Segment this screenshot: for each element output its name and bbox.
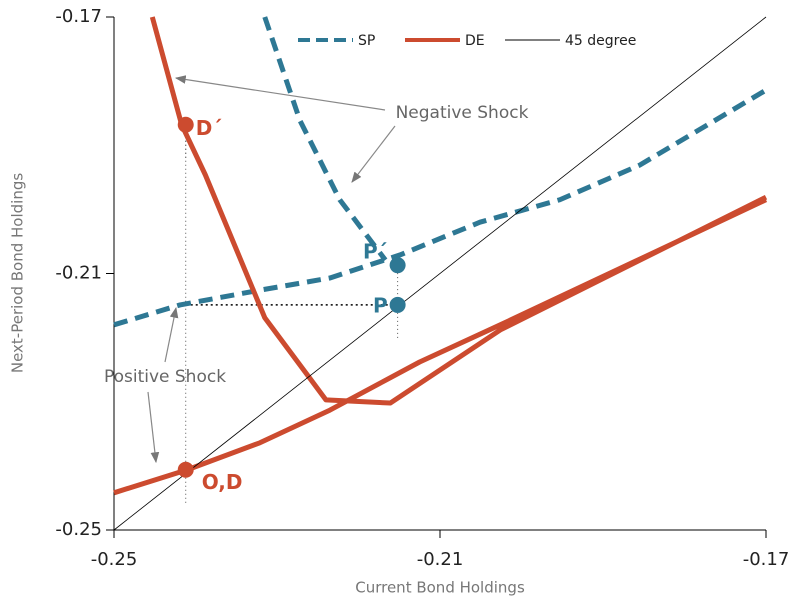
y-axis-title: Next-Period Bond Holdings xyxy=(9,173,27,374)
annotation-arrows xyxy=(147,75,396,464)
point-label: D´ xyxy=(196,116,223,140)
series-line xyxy=(113,16,768,496)
point-label: P xyxy=(373,293,388,317)
series-line xyxy=(113,16,767,531)
y-tick-label: -0.25 xyxy=(55,519,102,540)
legend-label: 45 degree xyxy=(565,33,636,49)
point xyxy=(389,257,406,274)
legend-label: DE xyxy=(465,33,485,49)
x-tick-label: -0.25 xyxy=(91,549,138,570)
point xyxy=(177,116,194,133)
y-tick-label: -0.17 xyxy=(55,6,102,27)
point xyxy=(389,296,406,313)
point-label: P´ xyxy=(363,240,388,264)
legend-label: SP xyxy=(358,33,375,49)
annotation: Negative Shock xyxy=(396,103,529,123)
annotation: Positive Shock xyxy=(104,367,226,387)
point-label: O,D xyxy=(202,470,243,494)
y-tick-label: -0.21 xyxy=(55,263,102,284)
x-axis-title: Current Bond Holdings xyxy=(355,579,525,597)
series-line xyxy=(113,16,768,328)
x-tick-label: -0.17 xyxy=(743,549,790,570)
x-tick-label: -0.21 xyxy=(417,549,464,570)
point xyxy=(177,461,194,478)
